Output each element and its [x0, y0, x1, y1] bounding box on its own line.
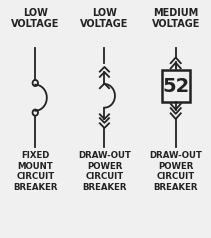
Text: LOW
VOLTAGE: LOW VOLTAGE [80, 8, 129, 29]
Text: MEDIUM
VOLTAGE: MEDIUM VOLTAGE [151, 8, 200, 29]
Text: LOW
VOLTAGE: LOW VOLTAGE [11, 8, 60, 29]
Text: DRAW-OUT
POWER
CIRCUIT
BREAKER: DRAW-OUT POWER CIRCUIT BREAKER [78, 151, 131, 192]
Text: 52: 52 [162, 77, 189, 96]
Text: DRAW-OUT
POWER
CIRCUIT
BREAKER: DRAW-OUT POWER CIRCUIT BREAKER [149, 151, 202, 192]
Bar [162, 70, 190, 102]
Text: FIXED
MOUNT
CIRCUIT
BREAKER: FIXED MOUNT CIRCUIT BREAKER [13, 151, 58, 192]
